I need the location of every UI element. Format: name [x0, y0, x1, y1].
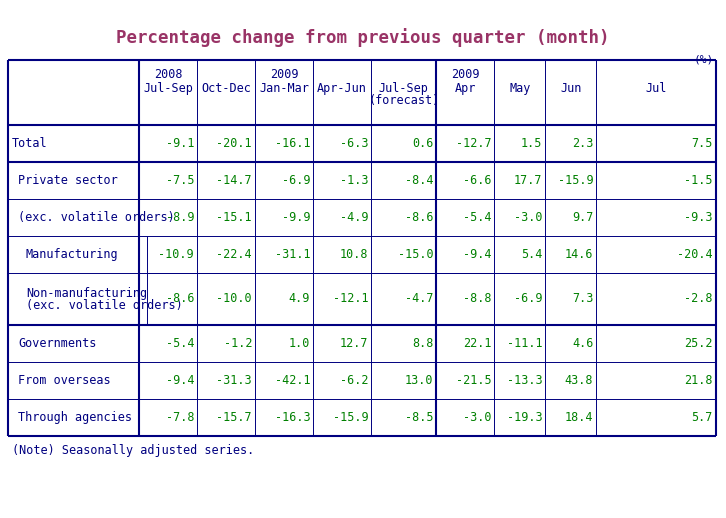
Text: (exc. volatile orders): (exc. volatile orders) [18, 211, 175, 224]
Text: Non-manufacturing: Non-manufacturing [26, 286, 147, 299]
Text: -1.5: -1.5 [685, 174, 713, 187]
Text: 1.0: 1.0 [289, 337, 310, 350]
Text: 17.7: 17.7 [514, 174, 542, 187]
Text: (exc. volatile orders): (exc. volatile orders) [26, 298, 183, 311]
Text: -10.0: -10.0 [216, 293, 252, 306]
Text: -12.1: -12.1 [333, 293, 368, 306]
Text: -6.9: -6.9 [514, 293, 542, 306]
Text: Jul-Sep: Jul-Sep [379, 82, 429, 95]
Text: -15.9: -15.9 [333, 411, 368, 424]
Text: -15.7: -15.7 [216, 411, 252, 424]
Text: -5.4: -5.4 [463, 211, 492, 224]
Text: 9.7: 9.7 [572, 211, 593, 224]
Text: Total: Total [12, 137, 48, 150]
Text: -6.3: -6.3 [340, 137, 368, 150]
Text: (%): (%) [694, 55, 714, 65]
Text: -6.6: -6.6 [463, 174, 492, 187]
Text: Jan-Mar: Jan-Mar [259, 82, 309, 95]
Text: -22.4: -22.4 [216, 248, 252, 261]
Text: 25.2: 25.2 [685, 337, 713, 350]
Text: 10.8: 10.8 [340, 248, 368, 261]
Text: -8.9: -8.9 [166, 211, 194, 224]
Text: Jun: Jun [560, 82, 582, 95]
Text: -9.1: -9.1 [166, 137, 194, 150]
Text: -4.7: -4.7 [405, 293, 433, 306]
Text: -12.7: -12.7 [456, 137, 492, 150]
Text: 8.8: 8.8 [412, 337, 433, 350]
Text: 43.8: 43.8 [565, 374, 593, 387]
Text: -5.4: -5.4 [166, 337, 194, 350]
Text: Manufacturing: Manufacturing [26, 248, 118, 261]
Text: Percentage change from previous quarter (month): Percentage change from previous quarter … [116, 28, 610, 47]
Text: -16.1: -16.1 [274, 137, 310, 150]
Text: Apr: Apr [454, 82, 476, 95]
Text: Jul: Jul [645, 82, 667, 95]
Text: May: May [509, 82, 531, 95]
Text: 4.9: 4.9 [289, 293, 310, 306]
Text: 18.4: 18.4 [565, 411, 593, 424]
Text: -20.4: -20.4 [677, 248, 713, 261]
Text: -31.3: -31.3 [216, 374, 252, 387]
Text: -13.3: -13.3 [507, 374, 542, 387]
Text: -9.4: -9.4 [463, 248, 492, 261]
Text: -7.8: -7.8 [166, 411, 194, 424]
Text: 2.3: 2.3 [572, 137, 593, 150]
Text: Jul-Sep: Jul-Sep [143, 82, 193, 95]
Text: -31.1: -31.1 [274, 248, 310, 261]
Text: Apr-Jun: Apr-Jun [317, 82, 367, 95]
Text: -8.4: -8.4 [405, 174, 433, 187]
Text: 12.7: 12.7 [340, 337, 368, 350]
Text: -15.9: -15.9 [558, 174, 593, 187]
Text: -2.8: -2.8 [685, 293, 713, 306]
Text: -10.9: -10.9 [158, 248, 194, 261]
Text: -8.6: -8.6 [405, 211, 433, 224]
Text: -15.1: -15.1 [216, 211, 252, 224]
Text: Oct-Dec: Oct-Dec [201, 82, 251, 95]
Text: 7.5: 7.5 [692, 137, 713, 150]
Text: 4.6: 4.6 [572, 337, 593, 350]
Text: 21.8: 21.8 [685, 374, 713, 387]
Text: -7.5: -7.5 [166, 174, 194, 187]
Text: -42.1: -42.1 [274, 374, 310, 387]
Text: 5.7: 5.7 [692, 411, 713, 424]
Bar [8, 60, 716, 436]
Text: -8.6: -8.6 [166, 293, 194, 306]
Text: -3.0: -3.0 [514, 211, 542, 224]
Text: 7.3: 7.3 [572, 293, 593, 306]
Text: 2008: 2008 [154, 68, 182, 81]
Text: -4.9: -4.9 [340, 211, 368, 224]
Text: Governments: Governments [18, 337, 97, 350]
Text: (forecast): (forecast) [368, 94, 439, 107]
Text: -9.3: -9.3 [685, 211, 713, 224]
Text: -3.0: -3.0 [463, 411, 492, 424]
Text: 13.0: 13.0 [405, 374, 433, 387]
Text: -16.3: -16.3 [274, 411, 310, 424]
Text: -21.5: -21.5 [456, 374, 492, 387]
Text: Through agencies: Through agencies [18, 411, 132, 424]
Text: -1.2: -1.2 [224, 337, 252, 350]
Text: -20.1: -20.1 [216, 137, 252, 150]
Text: Private sector: Private sector [18, 174, 118, 187]
Text: -8.8: -8.8 [463, 293, 492, 306]
Text: 0.6: 0.6 [412, 137, 433, 150]
Text: 2009: 2009 [270, 68, 298, 81]
Text: 2009: 2009 [451, 68, 480, 81]
Text: -14.7: -14.7 [216, 174, 252, 187]
Text: 1.5: 1.5 [521, 137, 542, 150]
Text: -1.3: -1.3 [340, 174, 368, 187]
Text: (Note) Seasonally adjusted series.: (Note) Seasonally adjusted series. [12, 444, 254, 457]
Text: From overseas: From overseas [18, 374, 110, 387]
Text: 14.6: 14.6 [565, 248, 593, 261]
Text: -8.5: -8.5 [405, 411, 433, 424]
Text: -11.1: -11.1 [507, 337, 542, 350]
Text: -9.9: -9.9 [282, 211, 310, 224]
Text: 5.4: 5.4 [521, 248, 542, 261]
Text: -19.3: -19.3 [507, 411, 542, 424]
Text: -9.4: -9.4 [166, 374, 194, 387]
Text: -6.9: -6.9 [282, 174, 310, 187]
Text: -6.2: -6.2 [340, 374, 368, 387]
Text: -15.0: -15.0 [398, 248, 433, 261]
Text: 22.1: 22.1 [463, 337, 492, 350]
